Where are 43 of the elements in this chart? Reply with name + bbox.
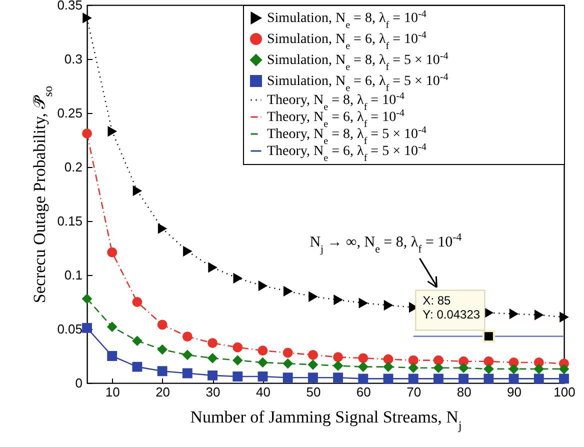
y-tick-label: 0.2 (64, 160, 82, 174)
point (509, 308, 518, 319)
point (559, 374, 569, 384)
x-tick-label: 90 (507, 384, 522, 400)
point (384, 300, 393, 310)
point (258, 280, 268, 291)
x-tick-label: 80 (456, 384, 472, 400)
point (482, 330, 495, 343)
y-tick-label: 0.3 (64, 52, 82, 66)
x-axis-title: Number of Jamming Signal Streams, N$_{j}$ (190, 408, 462, 432)
y-tick-label: 0.35 (57, 0, 82, 12)
point (82, 12, 92, 23)
point (283, 286, 292, 296)
x-tick-label: 40 (256, 384, 270, 400)
point (534, 310, 544, 320)
point (560, 312, 568, 322)
annotation: X: 85 Y: 0.04323 (422, 293, 480, 322)
legend-label: Simulation, N$_{e}$ = 6, λ$_{f}$ = 5 × 10$^{-4}$ (267, 72, 448, 94)
x-tick-label: 20 (156, 384, 170, 400)
point (132, 186, 142, 196)
point (208, 262, 217, 272)
legend-label: Simulation, N$_{e}$ = 6, λ$_{f}$ = 10$^{-4}$ (267, 30, 426, 52)
point (108, 126, 116, 136)
y-tick-label: 0.15 (57, 214, 82, 228)
point (233, 273, 242, 284)
y-tick-label: 0.05 (57, 322, 82, 336)
point (358, 298, 368, 308)
y-tick-label: 0.25 (57, 106, 82, 120)
legend-label: Simulation, N$_{e}$ = 8, λ$_{f}$ = 10$^{-4}$ (267, 8, 426, 30)
x-tick-label: 70 (406, 384, 422, 400)
point (158, 224, 167, 234)
x-tick-label: 30 (206, 384, 220, 400)
annotation: N$_{j}$ → ∞, N$_{e}$ = 8, λ$_{f}$ = 10$^{-4}$ (310, 231, 462, 256)
point (334, 294, 342, 305)
x-tick-label: 60 (356, 384, 371, 400)
legend-label: Simulation, N$_{e}$ = 8, λ$_{f}$ = 5 × 10$^{-4}$ (267, 50, 448, 72)
x-tick-label: 100 (554, 384, 576, 400)
x-tick-label: 10 (105, 384, 120, 400)
point (308, 292, 318, 302)
y-tick-label: 0.1 (64, 268, 82, 282)
y-tick-label: 0 (75, 376, 82, 390)
point (183, 246, 192, 256)
x-tick-label: 50 (306, 384, 321, 400)
